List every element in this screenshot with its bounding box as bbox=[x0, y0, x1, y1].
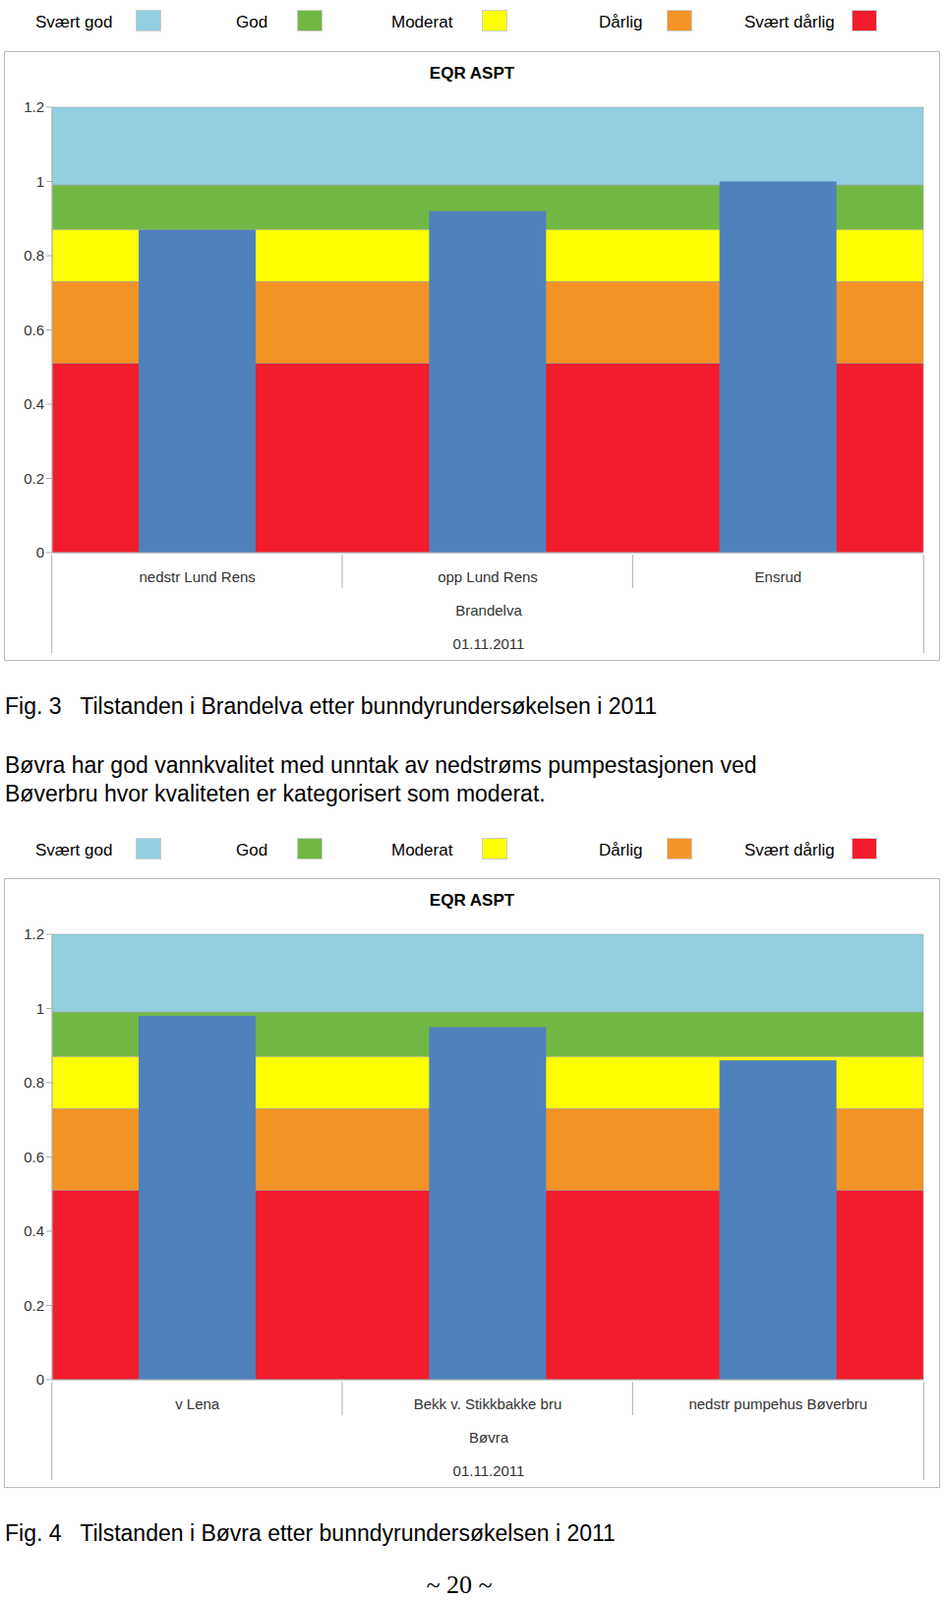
html-text:Bøvra: Bøvra bbox=[469, 1428, 509, 1446]
svg-text:0.6: 0.6 bbox=[23, 1148, 45, 1166]
html-text:God: God bbox=[236, 840, 268, 860]
html-text:God: God bbox=[236, 12, 268, 32]
html-text:Svært god: Svært god bbox=[35, 840, 113, 860]
svg-text:0.2: 0.2 bbox=[23, 1297, 45, 1314]
svg-text:0.4: 0.4 bbox=[23, 395, 45, 413]
svg-text:0: 0 bbox=[36, 543, 45, 561]
svg-text:Bekk v. Stikkbakke bru: Bekk v. Stikkbakke bru bbox=[413, 1395, 563, 1413]
svg-text:nedstr pumpehus Bøverbru: nedstr pumpehus Bøverbru bbox=[688, 1395, 868, 1413]
html-text:01.11.2011: 01.11.2011 bbox=[452, 635, 525, 652]
html-text:Brandelva: Brandelva bbox=[455, 601, 522, 619]
html-text:Fig. 4 Tilstanden i Bøvra ette: Fig. 4 Tilstanden i Bøvra etter bunndyru… bbox=[4, 1520, 616, 1546]
svg-text:0.8: 0.8 bbox=[23, 1073, 45, 1091]
svg-text:Ensrud: Ensrud bbox=[755, 568, 803, 586]
svg-text:1.2: 1.2 bbox=[23, 98, 45, 116]
html-text:Bøverbru hvor kvaliteten er ka: Bøverbru hvor kvaliteten er kategorisert… bbox=[4, 780, 546, 807]
html-text:Moderat: Moderat bbox=[391, 840, 453, 860]
svg-text:v Lena: v Lena bbox=[175, 1395, 221, 1413]
svg-text:0.2: 0.2 bbox=[23, 470, 45, 487]
html-text:Bøvra har god vannkvalitet med: Bøvra har god vannkvalitet med unntak av… bbox=[4, 752, 757, 778]
svg-text:nedstr Lund Rens: nedstr Lund Rens bbox=[138, 568, 255, 586]
html-text:Svært dårlig: Svært dårlig bbox=[744, 840, 835, 860]
html-text:Svært god: Svært god bbox=[35, 12, 113, 32]
svg-text:1: 1 bbox=[36, 1000, 45, 1017]
svg-text:0.4: 0.4 bbox=[23, 1222, 45, 1239]
html-text:Dårlig: Dårlig bbox=[598, 12, 643, 32]
html-text:Moderat: Moderat bbox=[391, 12, 453, 32]
svg-text:1.2: 1.2 bbox=[23, 925, 45, 943]
svg-text:0.8: 0.8 bbox=[23, 246, 45, 264]
html-text:Svært dårlig: Svært dårlig bbox=[744, 12, 835, 32]
svg-text:0.6: 0.6 bbox=[23, 321, 45, 339]
html-text:EQR ASPT: EQR ASPT bbox=[429, 890, 515, 910]
html-text:~ 20 ~: ~ 20 ~ bbox=[426, 1570, 493, 1599]
svg-text:opp Lund Rens: opp Lund Rens bbox=[437, 568, 538, 586]
html-text:01.11.2011: 01.11.2011 bbox=[452, 1462, 525, 1479]
html-text:Dårlig: Dårlig bbox=[598, 840, 643, 860]
svg-text:0: 0 bbox=[36, 1370, 45, 1388]
svg-text:1: 1 bbox=[36, 173, 45, 190]
html-text:EQR ASPT: EQR ASPT bbox=[429, 63, 515, 83]
html-text:Fig. 3 Tilstanden i Brandelva: Fig. 3 Tilstanden i Brandelva etter bunn… bbox=[4, 693, 657, 719]
